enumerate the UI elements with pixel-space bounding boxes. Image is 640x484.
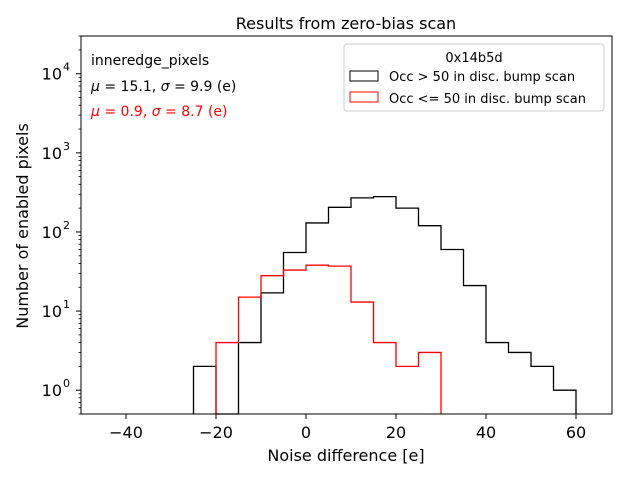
y-tick-label: 10 bbox=[42, 223, 62, 242]
legend-swatch-black bbox=[349, 70, 379, 82]
legend-entry-black: Occ > 50 in disc. bump scan bbox=[389, 70, 575, 85]
y-axis-label: Number of enabled pixels bbox=[13, 123, 32, 329]
x-axis: −40 −20 0 20 40 60 bbox=[109, 414, 586, 442]
legend-title: 0x14b5d bbox=[445, 51, 502, 66]
legend-entry-red: Occ <= 50 in disc. bump scan bbox=[389, 92, 586, 107]
stats-black: μ = 15.1, σ = 9.9 (e) bbox=[90, 79, 236, 95]
plot-frame bbox=[80, 35, 613, 415]
x-tick-label: 0 bbox=[301, 423, 311, 442]
x-tick-label: −40 bbox=[109, 423, 143, 442]
y-tick-exponent: 3 bbox=[63, 140, 70, 153]
chart-title: Results from zero-bias scan bbox=[236, 14, 456, 33]
y-tick-label: 10 bbox=[42, 302, 62, 321]
histogram-series-red bbox=[215, 264, 442, 414]
annotation-dataset-label: inneredge_pixels bbox=[91, 53, 209, 69]
legend-swatch-red bbox=[349, 91, 379, 103]
x-tick-label: 20 bbox=[386, 423, 406, 442]
x-tick-label: 40 bbox=[476, 423, 496, 442]
y-tick-label: 10 bbox=[42, 144, 62, 163]
stats-red: μ = 0.9, σ = 8.7 (e) bbox=[90, 104, 227, 120]
x-tick-label: −20 bbox=[199, 423, 233, 442]
legend-frame bbox=[343, 43, 605, 112]
y-tick-exponent: 4 bbox=[63, 61, 70, 74]
y-tick-label: 10 bbox=[42, 381, 62, 400]
histogram-series-black bbox=[192, 195, 577, 415]
y-tick-label: 10 bbox=[42, 65, 62, 84]
y-tick-exponent: 2 bbox=[63, 219, 70, 232]
x-tick-label: 60 bbox=[566, 423, 586, 442]
y-tick-exponent: 1 bbox=[63, 298, 70, 311]
series-layer bbox=[192, 195, 577, 415]
x-axis-label: Noise difference [e] bbox=[267, 446, 424, 465]
y-tick-exponent: 0 bbox=[63, 377, 70, 390]
legend: 0x14b5d Occ > 50 in disc. bump scan Occ … bbox=[343, 43, 605, 112]
